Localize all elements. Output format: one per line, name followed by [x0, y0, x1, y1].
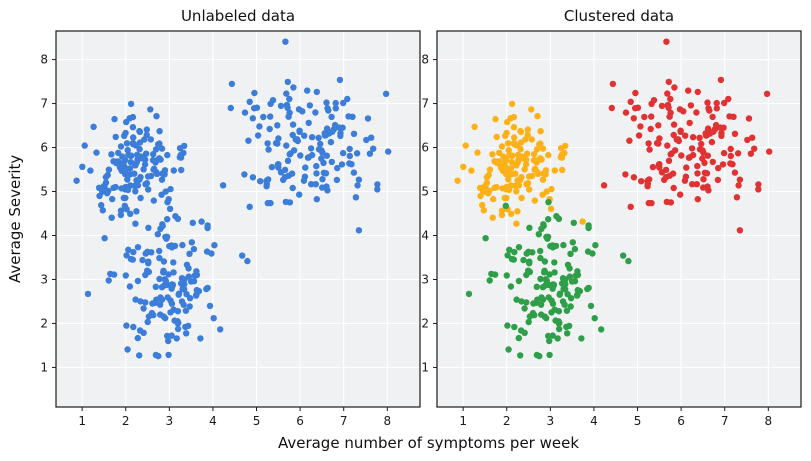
svg-text:8: 8: [40, 53, 48, 67]
panel-title-unlabeled: Unlabeled data: [180, 7, 296, 25]
svg-text:7: 7: [421, 97, 429, 111]
svg-text:2: 2: [40, 316, 48, 330]
y-axis-label: Average Severity: [6, 154, 24, 284]
svg-text:6: 6: [677, 414, 685, 428]
svg-text:8: 8: [383, 414, 391, 428]
svg-text:4: 4: [421, 228, 429, 242]
svg-text:6: 6: [40, 141, 48, 155]
svg-text:5: 5: [421, 185, 429, 199]
svg-text:2: 2: [122, 414, 130, 428]
svg-text:6: 6: [296, 414, 304, 428]
svg-text:4: 4: [590, 414, 598, 428]
svg-text:7: 7: [721, 414, 729, 428]
svg-text:5: 5: [253, 414, 261, 428]
svg-text:3: 3: [547, 414, 555, 428]
svg-text:4: 4: [40, 228, 48, 242]
x-axis-label: Average number of symptoms per week: [277, 434, 580, 452]
svg-text:1: 1: [78, 414, 86, 428]
scatter-plot-clustered: 1 2 3 4 5 6 7 8 1 2 3 4 5 6 7 8: [421, 30, 802, 428]
svg-text:1: 1: [40, 360, 48, 374]
svg-text:3: 3: [166, 414, 174, 428]
scatter-plot-unlabeled: 1 2 3 4 5 6 7 8 1 2 3 4 5 6 7 8: [40, 30, 421, 428]
svg-text:5: 5: [40, 185, 48, 199]
svg-text:3: 3: [421, 272, 429, 286]
svg-text:1: 1: [421, 360, 429, 374]
svg-text:2: 2: [421, 316, 429, 330]
svg-text:8: 8: [764, 414, 772, 428]
svg-text:1: 1: [459, 414, 467, 428]
svg-text:3: 3: [40, 272, 48, 286]
svg-text:2: 2: [503, 414, 511, 428]
svg-text:4: 4: [209, 414, 217, 428]
panel-title-clustered: Clustered data: [563, 7, 675, 25]
svg-text:5: 5: [634, 414, 642, 428]
svg-text:8: 8: [421, 53, 429, 67]
svg-text:6: 6: [421, 141, 429, 155]
svg-text:7: 7: [40, 97, 48, 111]
svg-text:7: 7: [340, 414, 348, 428]
